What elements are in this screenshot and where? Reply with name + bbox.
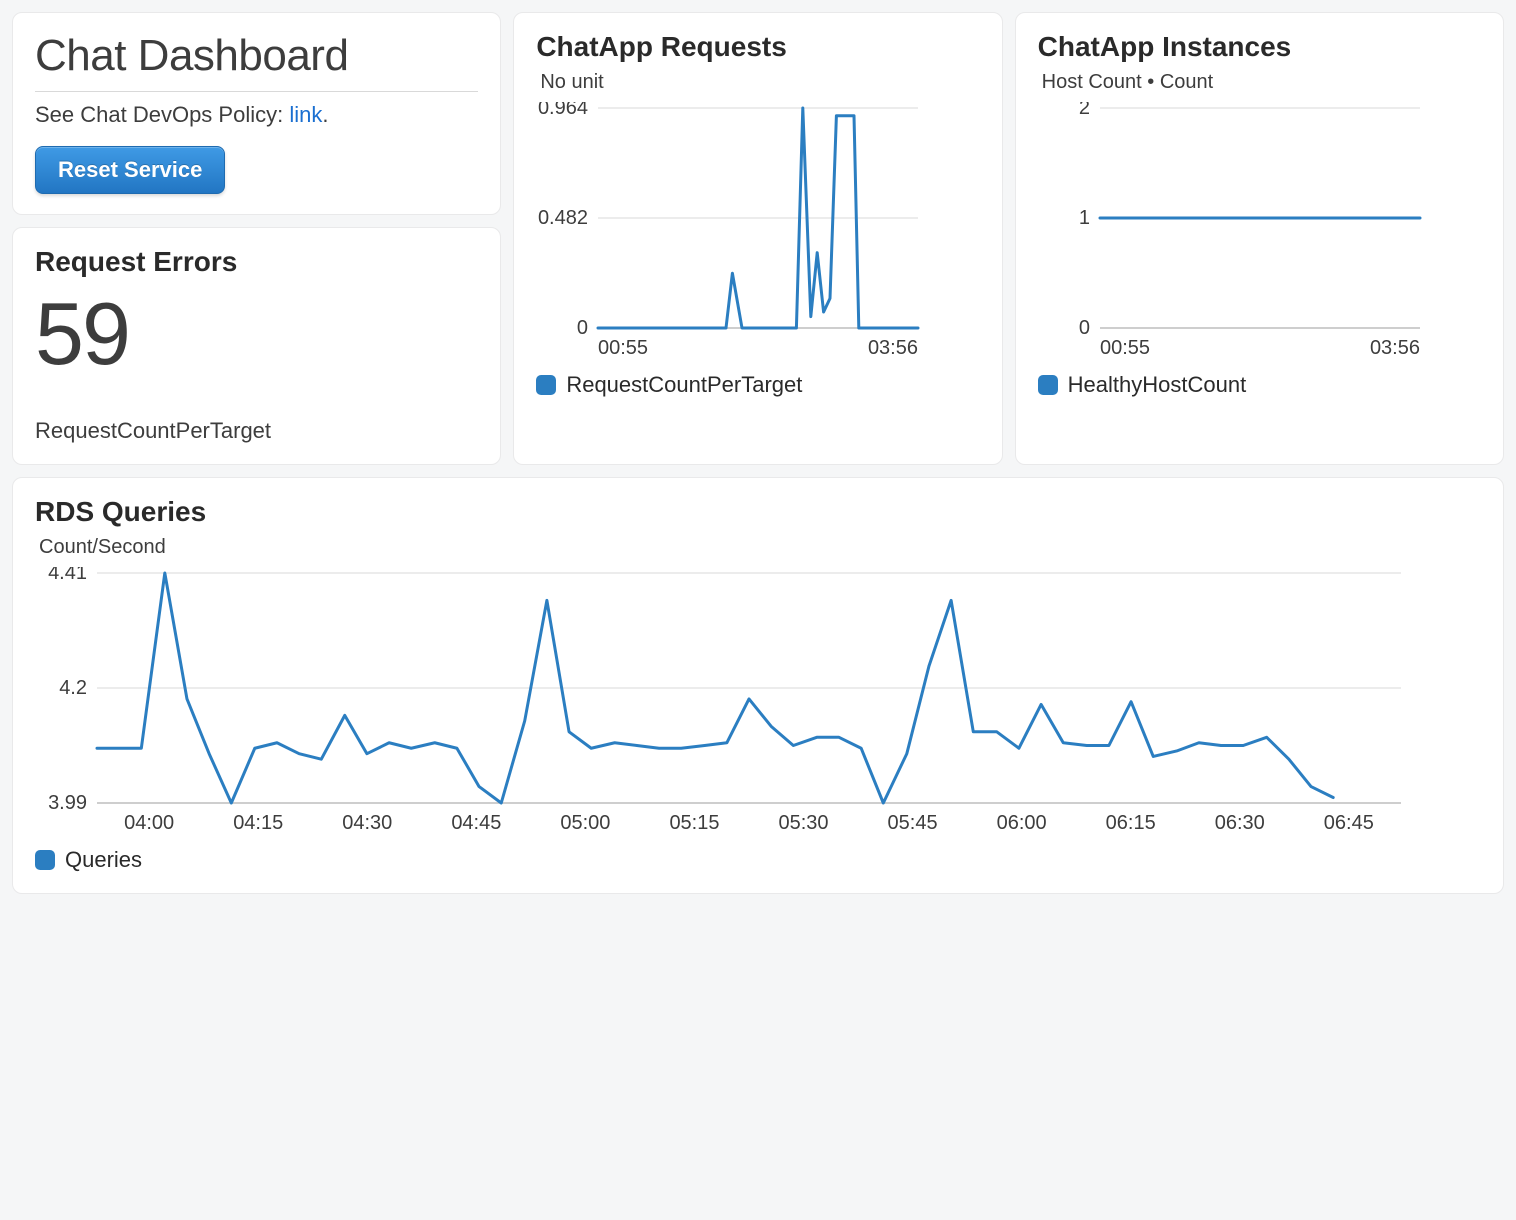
instances-unit: Host Count • Count [1042, 71, 1481, 94]
svg-text:04:45: 04:45 [451, 812, 501, 834]
rds-legend-label: Queries [65, 847, 142, 873]
policy-line: See Chat DevOps Policy: link. [35, 102, 478, 128]
instances-legend-label: HealthyHostCount [1068, 372, 1247, 398]
reset-service-button[interactable]: Reset Service [35, 146, 225, 194]
legend-swatch-icon [536, 375, 556, 395]
svg-text:05:00: 05:00 [560, 812, 610, 834]
svg-text:3.99: 3.99 [48, 792, 87, 814]
policy-prefix: See Chat DevOps Policy: [35, 102, 289, 127]
svg-text:04:00: 04:00 [124, 812, 174, 834]
svg-text:1: 1 [1079, 207, 1090, 229]
svg-text:0.482: 0.482 [538, 207, 588, 229]
svg-text:03:56: 03:56 [1370, 337, 1420, 359]
svg-text:0: 0 [577, 317, 588, 339]
svg-text:06:30: 06:30 [1215, 812, 1265, 834]
svg-text:04:30: 04:30 [342, 812, 392, 834]
errors-title: Request Errors [35, 246, 478, 278]
svg-text:05:15: 05:15 [669, 812, 719, 834]
errors-value: 59 [35, 288, 478, 380]
requests-legend: RequestCountPerTarget [536, 372, 979, 398]
errors-metric-label: RequestCountPerTarget [35, 418, 478, 444]
requests-chart: 0 0.482 0.964 00:55 03:56 [536, 102, 979, 362]
svg-text:0.964: 0.964 [538, 102, 588, 119]
svg-text:4.2: 4.2 [59, 677, 87, 699]
policy-suffix: . [322, 102, 328, 127]
rds-title: RDS Queries [35, 496, 1481, 528]
rds-unit: Count/Second [39, 536, 1481, 559]
legend-swatch-icon [35, 850, 55, 870]
rds-card: RDS Queries Count/Second 3.99 4.2 4.41 04:0… [12, 477, 1504, 894]
svg-text:03:56: 03:56 [868, 337, 918, 359]
instances-title: ChatApp Instances [1038, 31, 1481, 63]
svg-text:05:30: 05:30 [778, 812, 828, 834]
svg-text:06:15: 06:15 [1106, 812, 1156, 834]
svg-text:00:55: 00:55 [1100, 337, 1150, 359]
svg-text:06:00: 06:00 [997, 812, 1047, 834]
requests-legend-label: RequestCountPerTarget [566, 372, 802, 398]
policy-link[interactable]: link [289, 102, 322, 127]
dashboard-title: Chat Dashboard [35, 31, 478, 92]
svg-text:04:15: 04:15 [233, 812, 283, 834]
svg-text:05:45: 05:45 [888, 812, 938, 834]
rds-legend: Queries [35, 847, 1481, 873]
svg-text:06:45: 06:45 [1324, 812, 1374, 834]
svg-text:2: 2 [1079, 102, 1090, 119]
errors-card: Request Errors 59 RequestCountPerTarget [12, 227, 501, 465]
requests-card: ChatApp Requests No unit 0 0.482 0.964 00:5… [513, 12, 1002, 465]
instances-chart: 0 1 2 00:55 03:56 [1038, 102, 1481, 362]
rds-chart: 3.99 4.2 4.41 04:00 04:15 04:30 04:45 05:00 05:1… [35, 567, 1481, 837]
requests-title: ChatApp Requests [536, 31, 979, 63]
instances-legend: HealthyHostCount [1038, 372, 1481, 398]
legend-swatch-icon [1038, 375, 1058, 395]
svg-text:0: 0 [1079, 317, 1090, 339]
instances-card: ChatApp Instances Host Count • Count 0 1 2… [1015, 12, 1504, 465]
header-card: Chat Dashboard See Chat DevOps Policy: l… [12, 12, 501, 215]
svg-text:4.41: 4.41 [48, 567, 87, 584]
requests-unit: No unit [540, 71, 979, 94]
svg-text:00:55: 00:55 [598, 337, 648, 359]
